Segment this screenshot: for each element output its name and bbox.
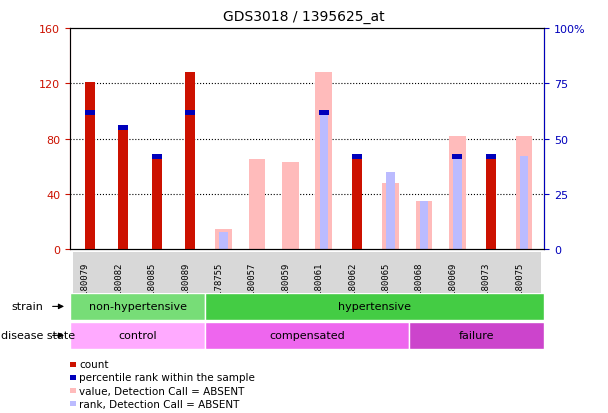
Bar	[420, 201, 428, 250]
Text: GSM180061: GSM180061	[315, 261, 323, 310]
Bar	[452, 154, 463, 159]
Bar	[282, 163, 299, 250]
Text: GSM180068: GSM180068	[415, 261, 424, 310]
Text: hypertensive: hypertensive	[338, 301, 411, 312]
Bar	[106, 252, 140, 316]
Text: count: count	[80, 359, 109, 369]
Bar	[152, 160, 162, 250]
Bar	[520, 157, 528, 250]
Bar	[340, 252, 374, 316]
Text: GSM178755: GSM178755	[215, 261, 224, 310]
Text: GDS3018 / 1395625_at: GDS3018 / 1395625_at	[223, 10, 385, 24]
Bar	[140, 252, 173, 316]
Text: failure: failure	[458, 330, 494, 341]
Bar	[85, 83, 95, 250]
Bar	[206, 293, 544, 320]
Text: rank, Detection Call = ABSENT: rank, Detection Call = ABSENT	[80, 399, 240, 409]
Bar	[119, 131, 128, 250]
Bar	[240, 252, 274, 316]
Bar	[185, 110, 195, 115]
Bar	[274, 252, 307, 316]
Bar	[307, 252, 340, 316]
Bar	[449, 137, 466, 250]
Bar	[70, 322, 206, 349]
Text: GSM180082: GSM180082	[114, 261, 123, 310]
Text: GSM180079: GSM180079	[81, 261, 90, 310]
Text: GSM180075: GSM180075	[515, 261, 524, 310]
Text: GSM180059: GSM180059	[282, 261, 291, 310]
Bar	[409, 322, 544, 349]
Text: GSM180085: GSM180085	[148, 261, 157, 310]
Text: control: control	[119, 330, 157, 341]
Bar	[320, 113, 328, 250]
Bar	[486, 154, 496, 159]
Text: GSM180073: GSM180073	[482, 261, 491, 310]
Text: non-hypertensive: non-hypertensive	[89, 301, 187, 312]
Text: value, Detection Call = ABSENT: value, Detection Call = ABSENT	[80, 386, 245, 396]
Bar	[441, 252, 474, 316]
Bar	[416, 202, 432, 250]
Bar	[407, 252, 441, 316]
Bar	[215, 229, 232, 250]
Bar	[352, 154, 362, 159]
Bar	[508, 252, 541, 316]
Bar	[219, 232, 228, 250]
Text: percentile rank within the sample: percentile rank within the sample	[80, 373, 255, 382]
Bar	[453, 157, 461, 250]
Bar	[85, 110, 95, 115]
Bar	[206, 322, 409, 349]
Bar	[516, 137, 533, 250]
Bar	[352, 160, 362, 250]
Bar	[173, 252, 207, 316]
Bar	[319, 110, 329, 115]
Text: GSM180069: GSM180069	[448, 261, 457, 310]
Bar	[70, 293, 206, 320]
Bar	[316, 73, 332, 250]
Bar	[207, 252, 240, 316]
Text: GSM180062: GSM180062	[348, 261, 357, 310]
Text: GSM180089: GSM180089	[181, 261, 190, 310]
Bar	[382, 183, 399, 250]
Bar	[486, 160, 496, 250]
Text: strain: strain	[11, 301, 43, 312]
Text: compensated: compensated	[269, 330, 345, 341]
Bar	[474, 252, 508, 316]
Bar	[151, 154, 162, 159]
Bar	[374, 252, 407, 316]
Bar	[249, 160, 265, 250]
Bar	[386, 173, 395, 250]
Bar	[118, 126, 128, 131]
Bar	[185, 73, 195, 250]
Text: disease state: disease state	[1, 330, 75, 341]
Bar	[73, 252, 106, 316]
Text: GSM180057: GSM180057	[248, 261, 257, 310]
Text: GSM180065: GSM180065	[382, 261, 390, 310]
